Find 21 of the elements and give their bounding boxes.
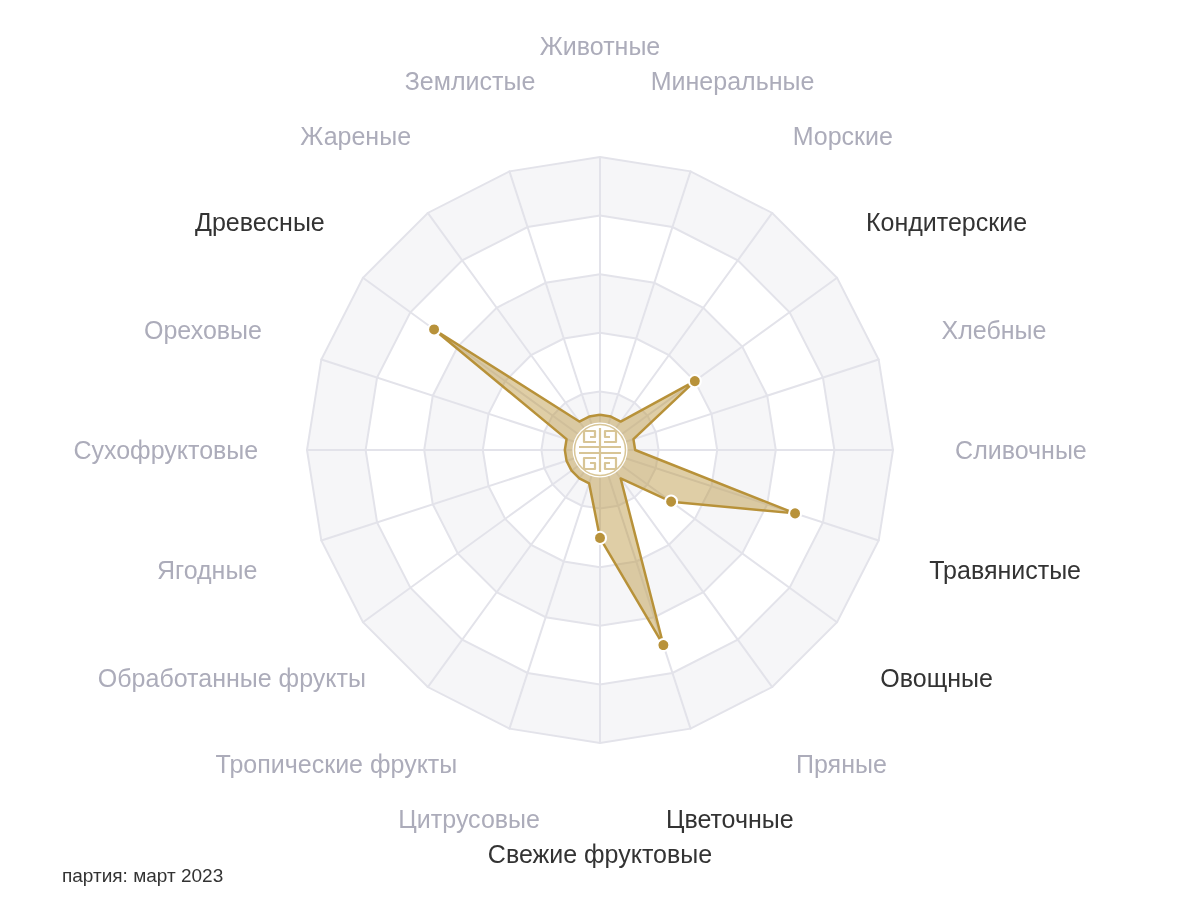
spoke-label: Сухофруктовые [73,436,259,464]
spoke-label: Цитрусовые [398,805,540,834]
text: партия: март 2023 [62,865,224,886]
spoke-label: Свежие фруктовые [487,840,713,868]
spoke-label: Землистые [404,66,536,95]
spoke-label: Животные [539,32,661,60]
spoke-label: Древесные [194,207,325,236]
spoke-label: Ореховые [143,316,262,345]
spoke-label: Обработанные фрукты [97,664,366,693]
spoke-label: Минеральные [650,66,815,95]
spoke-label: Ягодные [157,555,258,584]
spoke-label: Овощные [880,664,993,693]
spoke-label: Пряные [796,749,887,778]
spoke-label: Кондитерские [865,207,1028,236]
spoke-label: Цветочные [665,805,794,834]
spoke-label: Жареные [300,122,412,151]
spoke-label: Хлебные [941,316,1047,345]
spoke-label: Сливочные [955,436,1087,464]
spoke-label: Морские [792,122,893,151]
spoke-label: Травянистые [929,555,1082,584]
spoke-label: Тропические фрукты [215,749,458,778]
